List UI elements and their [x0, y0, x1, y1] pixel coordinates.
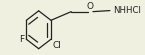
Text: F: F	[20, 35, 25, 44]
Text: NHHCl: NHHCl	[113, 6, 141, 15]
Text: Cl: Cl	[52, 41, 61, 50]
Text: O: O	[86, 2, 93, 11]
